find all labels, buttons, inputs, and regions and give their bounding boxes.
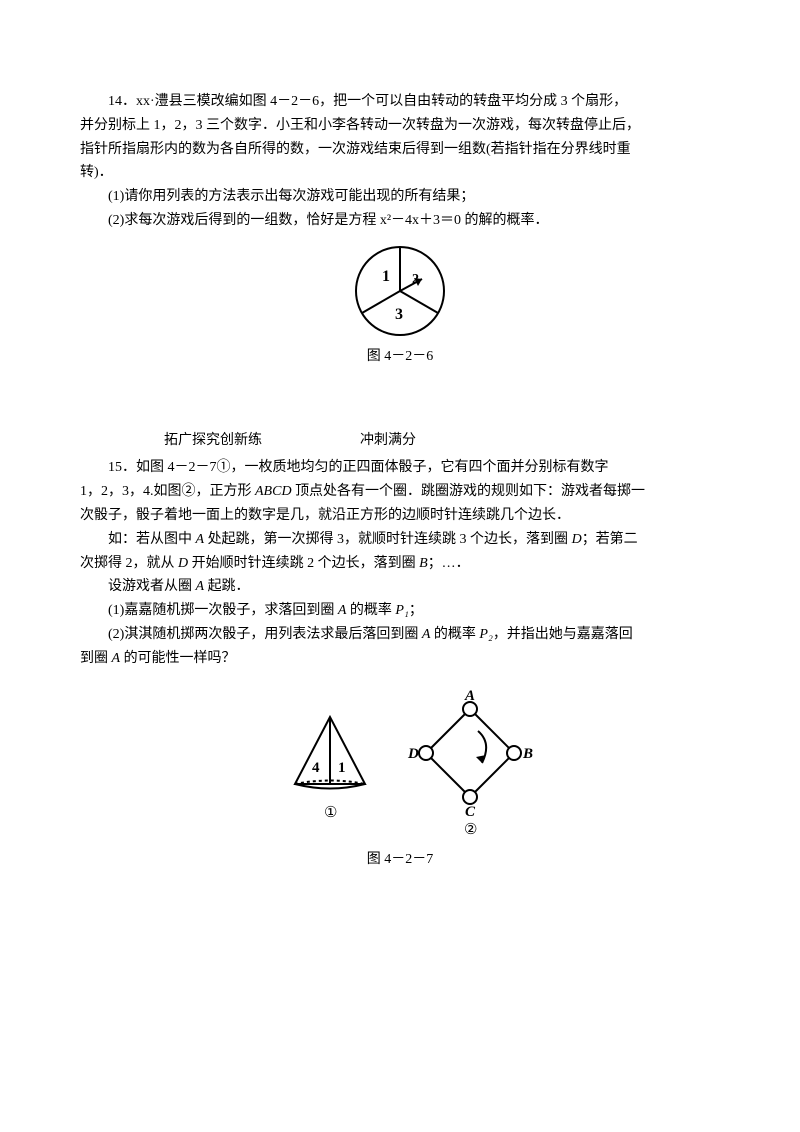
- section-header: 拓广探究创新练 冲刺满分: [80, 429, 720, 453]
- q15-sub2: (2)淇淇随机掷两次骰子，用列表法求最后落回到圈 A 的概率 P₂，并指出她与嘉…: [80, 623, 720, 647]
- q15-diagram: 4 1 ①: [260, 689, 540, 844]
- q14-line4: 转)．: [80, 161, 720, 185]
- q15-line5: 次掷得 2，就从 D 开始顺时针连续跳 2 个边长，落到圈 B；…．: [80, 552, 720, 576]
- q14-block: 14．xx·澧县三模改编如图 4－2－6，把一个可以自由转动的转盘平均分成 3 …: [80, 90, 720, 369]
- q15-line4: 如：若从图中 A 处起跳，第一次掷得 3，就顺时针连续跳 3 个边长，落到圈 D…: [80, 528, 720, 552]
- circled-1: ①: [324, 805, 337, 821]
- spinner-label-2: 2: [412, 272, 419, 287]
- q14-sub1: (1)请你用列表的方法表示出每次游戏可能出现的所有结果；: [80, 185, 720, 209]
- q14-line2: 并分别标上 1，2，3 三个数字．小王和小李各转动一次转盘为一次游戏，每次转盘停…: [80, 114, 720, 138]
- q15-block: 15．如图 4－2－7①，一枚质地均匀的正四面体骰子，它有四个面并分别标有数字 …: [80, 456, 720, 871]
- spinner-diagram: 1 2 3: [340, 241, 460, 341]
- spinner-label-3: 3: [395, 306, 403, 323]
- sq-label-C: C: [465, 804, 476, 820]
- q15-line3: 次骰子，骰子着地一面上的数字是几，就沿正方形的边顺时针连续跳几个边长．: [80, 504, 720, 528]
- sq-label-A: A: [464, 689, 475, 704]
- q14-sub2: (2)求每次游戏后得到的一组数，恰好是方程 x²－4x＋3＝0 的解的概率．: [80, 209, 720, 233]
- q14-line1: 14．xx·澧县三模改编如图 4－2－6，把一个可以自由转动的转盘平均分成 3 …: [80, 90, 720, 114]
- spinner-label-1: 1: [382, 268, 390, 285]
- q14-caption: 图 4－2－6: [80, 345, 720, 369]
- q14-line3: 指针所指扇形内的数为各自所得的数，一次游戏结束后得到一组数(若指针指在分界线时重: [80, 138, 720, 162]
- section-subtitle: 冲刺满分: [360, 429, 416, 453]
- page: 14．xx·澧县三模改编如图 4－2－6，把一个可以自由转动的转盘平均分成 3 …: [0, 0, 800, 1132]
- q15-sub2-line2: 到圈 A 的可能性一样吗？: [80, 647, 720, 671]
- q15-caption: 图 4－2－7: [80, 848, 720, 872]
- sq-label-D: D: [407, 746, 419, 762]
- tet-label-1: 1: [338, 760, 346, 776]
- tet-label-4: 4: [312, 760, 320, 776]
- circled-2: ②: [464, 822, 477, 838]
- sq-label-B: B: [522, 746, 533, 762]
- q15-sub1: (1)嘉嘉随机掷一次骰子，求落回到圈 A 的概率 P₁；: [80, 599, 720, 623]
- q15-line2: 1，2，3，4.如图②，正方形 ABCD 顶点处各有一个圈．跳圈游戏的规则如下：…: [80, 480, 720, 504]
- q15-line6: 设游戏者从圈 A 起跳．: [80, 575, 720, 599]
- section-title: 拓广探究创新练: [164, 429, 360, 453]
- q15-line1: 15．如图 4－2－7①，一枚质地均匀的正四面体骰子，它有四个面并分别标有数字: [80, 456, 720, 480]
